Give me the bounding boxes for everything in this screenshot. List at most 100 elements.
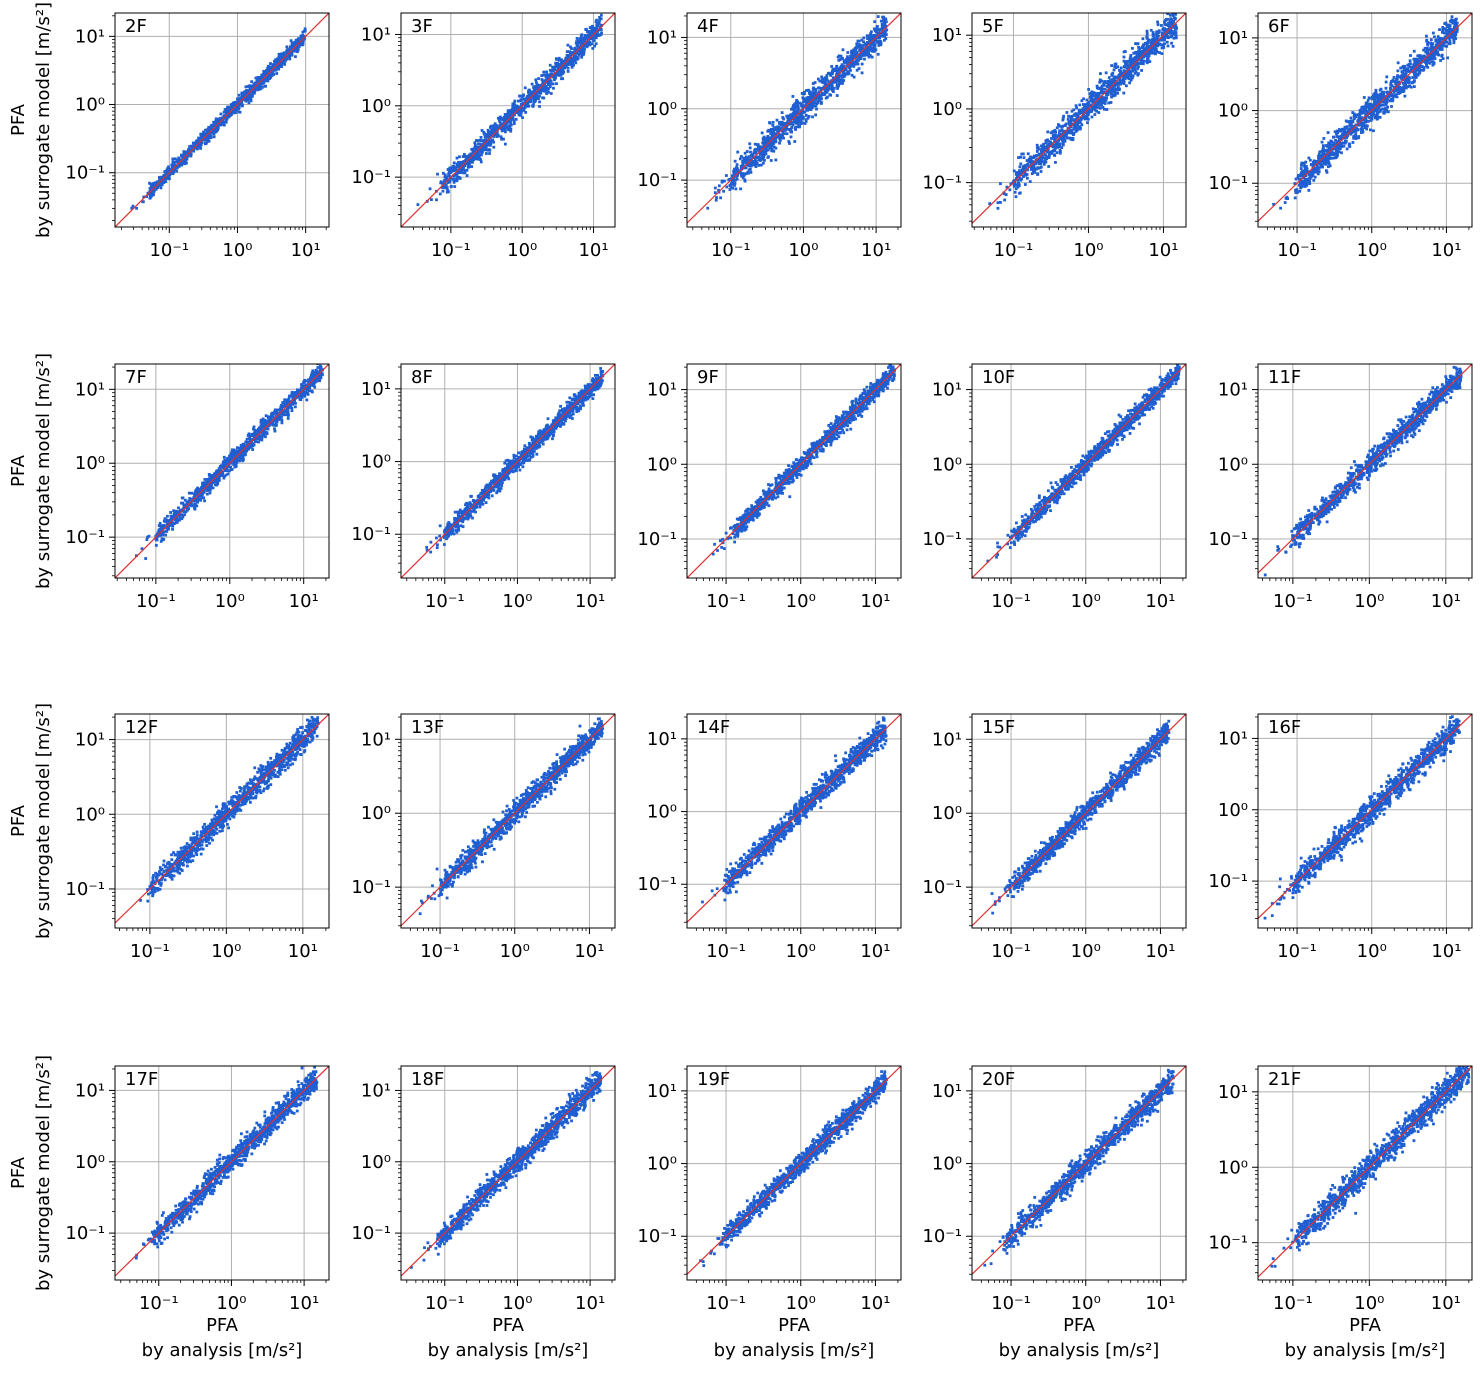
data-point: [493, 129, 497, 132]
data-point: [849, 59, 853, 63]
data-point: [1157, 34, 1160, 38]
data-point: [545, 70, 548, 74]
data-point: [1054, 130, 1058, 134]
data-point: [563, 60, 567, 64]
data-point: [1132, 65, 1136, 69]
data-point: [566, 69, 570, 73]
data-point: [477, 146, 480, 149]
data-point: [1088, 109, 1092, 112]
data-point: [1167, 29, 1170, 33]
data-point: [860, 62, 864, 66]
data-point: [1070, 118, 1073, 122]
data-point: [452, 166, 456, 170]
data-point: [761, 152, 765, 156]
data-point: [1102, 83, 1106, 87]
data-point: [742, 156, 745, 160]
data-point: [1169, 31, 1172, 35]
data-point: [1026, 152, 1030, 156]
data-point: [209, 135, 213, 138]
data-point: [854, 62, 858, 66]
data-point: [791, 95, 795, 98]
data-point: [1035, 154, 1038, 158]
data-point: [824, 81, 828, 85]
data-point: [1074, 130, 1078, 133]
data-point: [1037, 147, 1041, 151]
data-point: [594, 36, 598, 40]
data-point: [1019, 155, 1022, 159]
data-point: [241, 98, 245, 102]
data-point: [805, 108, 809, 112]
data-point: [509, 129, 513, 133]
data-point: [583, 34, 587, 37]
data-point: [1098, 78, 1102, 82]
data-point: [766, 144, 770, 148]
data-point: [1057, 132, 1061, 135]
data-point: [1085, 111, 1088, 114]
data-point: [764, 147, 768, 151]
data-point: [1058, 129, 1062, 133]
data-point: [172, 170, 176, 174]
data-point: [561, 72, 564, 75]
data-point: [752, 159, 756, 163]
data-point: [1047, 165, 1051, 168]
data-point: [786, 121, 790, 124]
data-point: [491, 138, 495, 142]
data-point: [460, 170, 464, 174]
data-point: [1094, 97, 1098, 100]
data-point: [733, 183, 736, 187]
data-point: [1076, 124, 1080, 128]
data-point: [1060, 128, 1064, 132]
data-point: [854, 56, 858, 60]
data-point: [156, 181, 160, 185]
data-point: [753, 142, 757, 146]
data-point: [479, 143, 483, 146]
data-point: [762, 139, 766, 143]
data-point: [772, 145, 776, 149]
data-point: [743, 151, 747, 155]
data-point: [254, 87, 258, 91]
x-tick-label: 10⁻¹: [711, 240, 751, 261]
data-point: [225, 110, 229, 113]
data-point: [835, 64, 839, 68]
data-point: [762, 155, 766, 159]
data-point: [240, 104, 244, 108]
data-point: [443, 173, 447, 177]
data-point: [727, 178, 731, 182]
data-point: [1109, 101, 1113, 104]
data-point: [566, 62, 570, 65]
data-point: [1102, 90, 1106, 94]
data-point: [590, 42, 594, 46]
data-point: [533, 87, 536, 91]
data-point: [789, 128, 793, 132]
data-point: [496, 116, 500, 120]
data-point: [1051, 135, 1055, 138]
x-tick-label: 10¹: [1148, 240, 1178, 261]
data-point: [1099, 101, 1103, 104]
data-point: [512, 106, 516, 110]
data-point: [447, 179, 451, 183]
data-point: [593, 44, 597, 48]
data-point: [1171, 13, 1175, 15]
data-point: [1090, 109, 1093, 113]
data-point: [1043, 145, 1047, 149]
data-point: [735, 163, 739, 167]
data-point: [1063, 132, 1067, 136]
data-point: [455, 170, 459, 174]
data-point: [846, 51, 850, 54]
data-point: [777, 134, 781, 137]
data-point: [841, 81, 844, 85]
data-point: [1145, 61, 1149, 65]
data-point: [500, 136, 503, 140]
data-point: [523, 86, 527, 90]
data-point: [1112, 80, 1116, 84]
data-point: [855, 42, 859, 46]
data-point: [1028, 180, 1032, 183]
data-point: [455, 156, 459, 160]
x-tick-label: 10⁰: [1073, 240, 1103, 261]
data-point: [852, 65, 856, 68]
data-point: [1097, 93, 1101, 97]
data-point: [453, 185, 457, 188]
data-point: [1151, 38, 1154, 41]
data-point: [192, 144, 195, 148]
data-point: [790, 130, 794, 134]
